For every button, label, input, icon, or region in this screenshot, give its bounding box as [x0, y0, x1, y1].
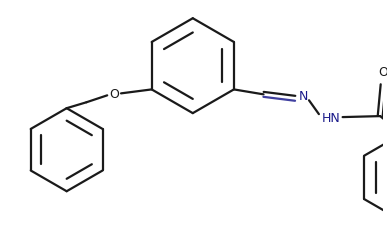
Text: HN: HN	[321, 112, 340, 124]
Text: O: O	[378, 66, 387, 79]
Text: O: O	[109, 88, 119, 101]
Text: N: N	[298, 90, 308, 103]
